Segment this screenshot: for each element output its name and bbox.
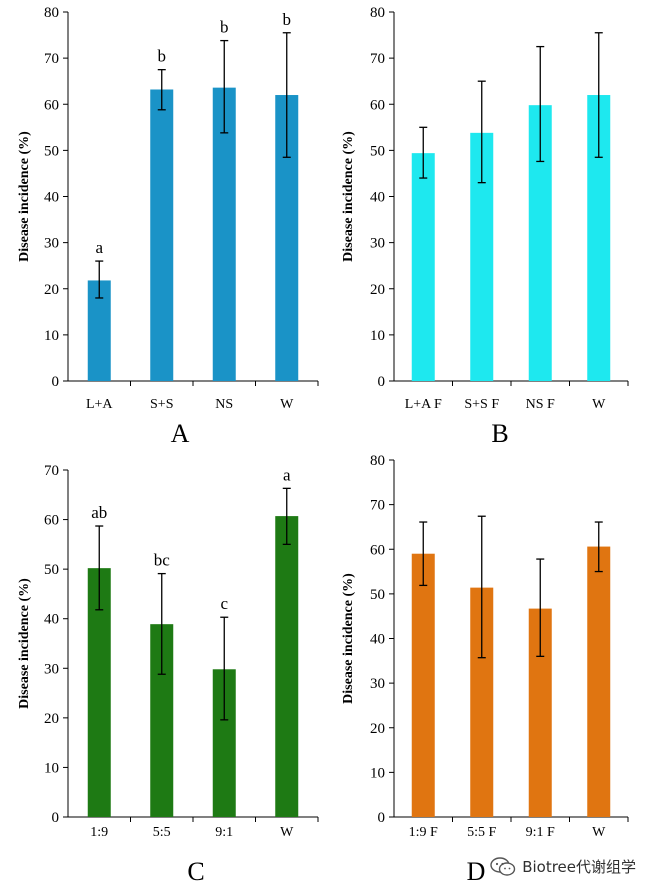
y-tick-label: 10 (44, 328, 59, 344)
watermark: Biotree代谢组学 (490, 856, 636, 877)
y-tick-label: 10 (44, 760, 59, 776)
x-tick-label: S+S (150, 397, 173, 412)
significance-label: a (283, 465, 291, 484)
x-tick-label: W (280, 397, 294, 412)
y-tick-label: 20 (370, 282, 385, 298)
bar (212, 669, 236, 817)
panel-label: C (187, 857, 204, 886)
x-tick-label: L+A F (405, 397, 442, 412)
bar (150, 89, 174, 382)
y-tick-label: 50 (44, 143, 59, 159)
y-tick-label: 30 (44, 236, 59, 252)
significance-label: ab (91, 503, 107, 522)
x-tick-label: 1:9 F (409, 825, 438, 840)
bar (275, 516, 299, 817)
y-tick-label: 50 (370, 587, 385, 603)
y-tick-label: 40 (370, 632, 385, 648)
x-tick-label: NS (215, 397, 233, 412)
panel-label: D (467, 857, 486, 886)
y-tick-label: 20 (44, 282, 59, 298)
y-axis-label: Disease incidence (%) (341, 573, 356, 704)
y-tick-label: 80 (44, 5, 59, 21)
bar (87, 280, 111, 381)
bar (275, 95, 299, 382)
y-tick-label: 80 (370, 5, 385, 21)
bar (411, 153, 435, 381)
x-tick-label: NS F (526, 397, 555, 412)
x-tick-label: 5:5 F (467, 825, 496, 840)
y-tick-label: 0 (378, 374, 386, 390)
y-tick-label: 0 (52, 374, 60, 390)
y-tick-label: 40 (370, 190, 385, 206)
bar (150, 624, 174, 817)
y-tick-label: 10 (370, 328, 385, 344)
y-tick-label: 30 (370, 236, 385, 252)
x-tick-label: L+A (86, 397, 113, 412)
x-tick-label: W (592, 825, 606, 840)
panel-label: A (171, 419, 190, 448)
y-tick-label: 50 (44, 562, 59, 578)
y-tick-label: 70 (370, 498, 385, 514)
significance-label: c (220, 594, 228, 613)
bar (528, 608, 552, 817)
bar (587, 95, 611, 382)
watermark-text: Biotree代谢组学 (522, 858, 636, 876)
bar (587, 546, 611, 817)
significance-label: bc (154, 551, 171, 570)
y-tick-label: 70 (44, 463, 59, 479)
bar (470, 132, 494, 381)
wechat-icon (490, 856, 516, 876)
y-tick-label: 30 (44, 661, 59, 677)
y-axis-label: Disease incidence (%) (341, 131, 356, 262)
y-tick-label: 60 (370, 97, 385, 113)
significance-label: b (283, 10, 292, 29)
y-tick-label: 40 (44, 612, 59, 628)
panel-label: B (491, 419, 508, 448)
bar (528, 105, 552, 382)
y-tick-label: 60 (44, 513, 59, 529)
chart-panel-c: 0 10 20 30 40 50 60 70 Disease incidence (%) ab 1:… (17, 463, 319, 886)
y-tick-label: 70 (370, 51, 385, 67)
bar (87, 568, 111, 817)
y-tick-label: 80 (370, 453, 385, 469)
y-tick-label: 20 (370, 721, 385, 737)
chart-panel-d: 0 10 20 30 40 50 60 70 80 Disease incidence (%) 1:… (341, 453, 629, 886)
y-tick-label: 30 (370, 676, 385, 692)
y-tick-label: 60 (44, 97, 59, 113)
y-axis-label: Disease incidence (%) (17, 131, 32, 262)
x-tick-label: 1:9 (90, 825, 108, 840)
x-tick-label: 9:1 (215, 825, 233, 840)
x-tick-label: S+S F (464, 397, 499, 412)
bar (411, 553, 435, 817)
y-tick-label: 0 (52, 810, 60, 826)
significance-label: b (220, 18, 229, 37)
y-tick-label: 20 (44, 711, 59, 727)
y-tick-label: 10 (370, 765, 385, 781)
chart-panel-b: 0 10 20 30 40 50 60 70 80 Disease incidence (%) L+… (341, 5, 629, 448)
y-tick-label: 50 (370, 143, 385, 159)
significance-label: b (158, 47, 167, 66)
x-tick-label: 9:1 F (526, 825, 555, 840)
y-tick-label: 70 (44, 51, 59, 67)
bar (212, 87, 236, 382)
bar (470, 587, 494, 817)
significance-label: a (95, 238, 103, 257)
chart-panel-a: 0 10 20 30 40 50 60 70 80 Disease incidence (%) a L… (17, 5, 319, 448)
y-tick-label: 60 (370, 542, 385, 558)
x-tick-label: W (592, 397, 606, 412)
y-tick-label: 0 (378, 810, 386, 826)
y-axis-label: Disease incidence (%) (17, 578, 32, 709)
x-tick-label: 5:5 (153, 825, 171, 840)
x-tick-label: W (280, 825, 294, 840)
y-tick-label: 40 (44, 190, 59, 206)
